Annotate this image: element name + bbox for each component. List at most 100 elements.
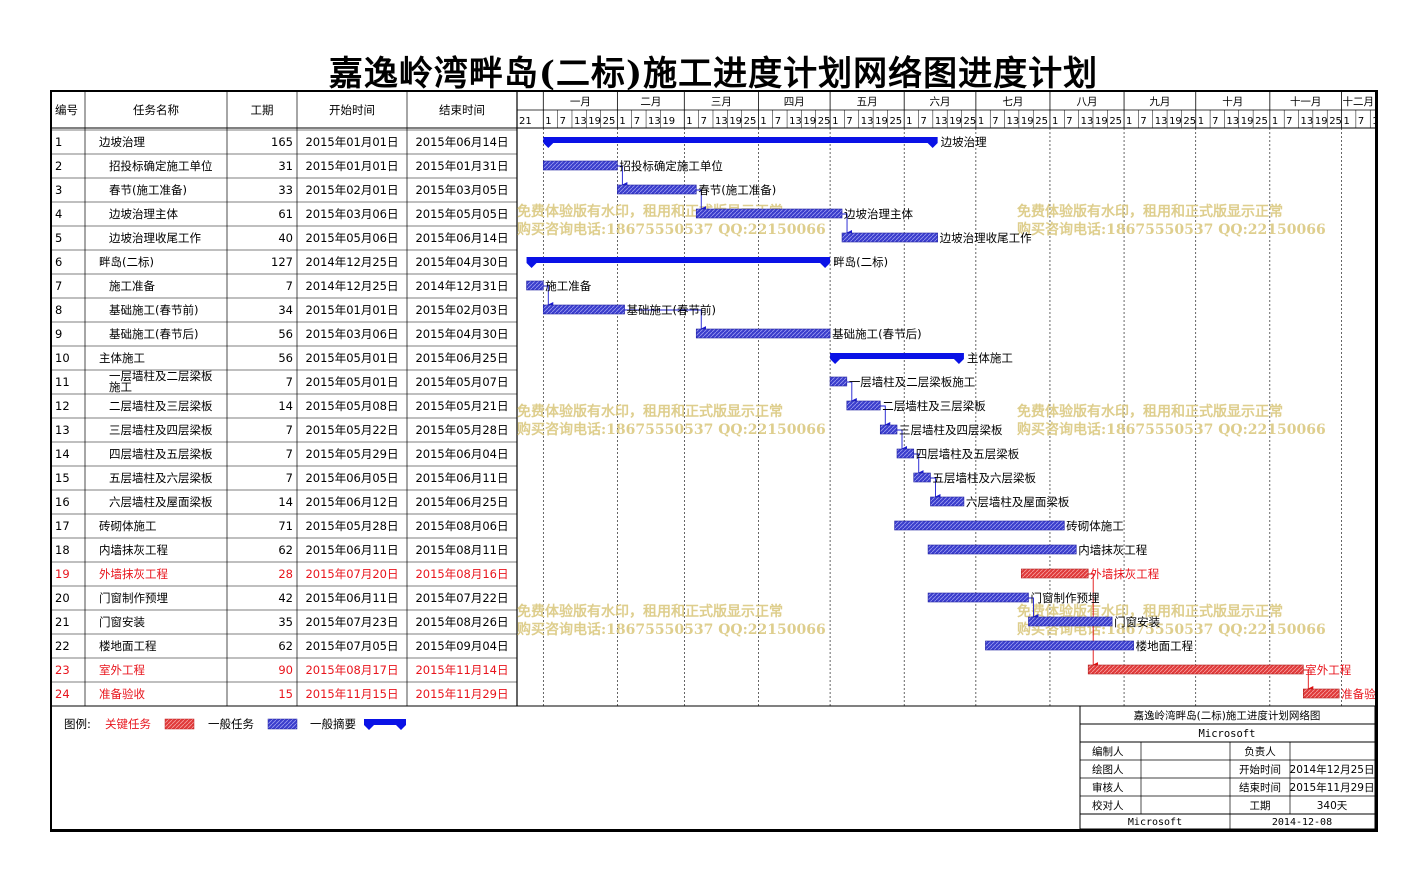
task-duration: 7	[286, 423, 293, 437]
month-label: 三月	[711, 96, 732, 108]
task-bar: 春节(施工准备)	[617, 183, 776, 197]
task-end: 2015年04月30日	[415, 327, 508, 341]
task-id: 18	[55, 543, 70, 557]
table-row: 14 四层墙柱及五层梁板 7 2015年05月29日 2015年06月04日	[55, 447, 509, 461]
table-row: 15 五层墙柱及六层梁板 7 2015年06月05日 2015年06月11日	[55, 471, 509, 485]
svg-text:开始时间: 开始时间	[1239, 763, 1281, 776]
task-bar: 施工准备	[526, 279, 592, 293]
task-name: 六层墙柱及屋面梁板	[109, 495, 213, 509]
critical-task-bar: 外墙抹灰工程	[1020, 567, 1160, 581]
task-start: 2014年12月25日	[305, 279, 398, 293]
task-start: 2014年12月25日	[305, 255, 398, 269]
task-duration: 15	[278, 687, 293, 701]
day-tick-label: 7	[1140, 116, 1146, 127]
task-name: 春节(施工准备)	[109, 183, 187, 197]
task-end: 2015年05月21日	[415, 399, 508, 413]
legend-summary-label: 一般摘要	[310, 717, 356, 731]
day-tick-label: 7	[921, 116, 927, 127]
day-tick-label: 13	[789, 116, 802, 127]
day-tick-label: 7	[1286, 116, 1292, 127]
day-tick-label: 19	[875, 116, 888, 127]
bar-label: 门窗安装	[1114, 615, 1160, 629]
task-start: 2015年03月06日	[305, 327, 398, 341]
task-bar: 门窗安装	[1028, 615, 1161, 629]
day-tick-label: 25	[1329, 116, 1342, 127]
task-bar: 砖砌体施工	[894, 519, 1124, 533]
task-start: 2015年08月17日	[305, 663, 398, 677]
task-bar: 四层墙柱及五层梁板	[896, 447, 1020, 461]
info-title: 嘉逸岭湾畔岛(二标)施工进度计划网络图	[1134, 709, 1321, 722]
svg-text:绘图人: 绘图人	[1092, 763, 1124, 776]
svg-text:校对人: 校对人	[1092, 799, 1124, 812]
legend: 图例: 关键任务 一般任务 一般摘要	[64, 717, 406, 731]
day-tick-label: 25	[1255, 116, 1268, 127]
watermark-text: 购买咨询电话:18675550537 QQ:22150066	[517, 221, 826, 238]
day-tick-label: 1	[906, 116, 912, 127]
bar-label: 招投标确定施工单位	[619, 159, 723, 173]
task-id: 11	[55, 375, 70, 389]
day-tick-label: 1	[545, 116, 551, 127]
task-bar: 门窗制作预埋	[927, 591, 1100, 605]
task-duration: 56	[278, 327, 293, 341]
day-tick-label: 13	[574, 116, 587, 127]
svg-text:2015年11月29日: 2015年11月29日	[1290, 781, 1375, 794]
month-label: 十二月	[1343, 95, 1375, 108]
task-start: 2015年06月12日	[305, 495, 398, 509]
task-name: 三层墙柱及四层梁板	[109, 423, 213, 437]
info-row: 审核人 结束时间 2015年11月29日	[1092, 781, 1374, 794]
task-duration: 56	[278, 351, 293, 365]
task-duration: 62	[278, 639, 293, 653]
task-duration: 7	[286, 471, 293, 485]
day-tick-label: 13	[861, 116, 874, 127]
task-bar: 五层墙柱及六层梁板	[913, 471, 1036, 485]
task-name: 主体施工	[99, 351, 145, 365]
svg-text:结束时间: 结束时间	[1239, 781, 1281, 794]
day-tick-label: 7	[1066, 116, 1072, 127]
dependency-link	[846, 381, 857, 404]
watermark-text: 免费体验版有水印，租用和正式版显示正常	[1017, 403, 1283, 420]
legend-critical-swatch	[164, 718, 195, 730]
task-start: 2015年01月01日	[305, 135, 398, 149]
dependency-link	[1303, 669, 1314, 692]
dependency-link	[1088, 573, 1099, 668]
task-name: 一层墙柱及二层梁板	[109, 369, 213, 383]
task-start: 2015年07月23日	[305, 615, 398, 629]
dependency-link	[617, 165, 628, 188]
task-id: 19	[55, 567, 70, 581]
watermark-layer: 免费体验版有水印，租用和正式版显示正常 购买咨询电话:18675550537 QQ…	[517, 203, 1326, 638]
bar-label: 二层墙柱及三层梁板	[882, 399, 986, 413]
day-tick-label: 19	[729, 116, 742, 127]
bar-label: 施工准备	[545, 279, 591, 293]
bar-label: 畔岛(二标)	[833, 255, 888, 269]
task-duration: 127	[271, 255, 293, 269]
table-row: 1 边坡治理 165 2015年01月01日 2015年06月14日	[55, 135, 509, 149]
day-tick-label: 7	[846, 116, 852, 127]
day-tick-label: 1	[1126, 116, 1132, 127]
day-tick-label: 7	[992, 116, 998, 127]
task-name: 门窗安装	[99, 615, 145, 629]
task-bar: 边坡治理主体	[695, 207, 914, 221]
day-tick-label: 1	[1198, 116, 1204, 127]
svg-text:负责人: 负责人	[1244, 745, 1276, 758]
watermark-text: 购买咨询电话:18675550537 QQ:22150066	[1017, 221, 1326, 238]
task-duration: 90	[278, 663, 293, 677]
bar-label: 楼地面工程	[1136, 639, 1194, 653]
day-tick-label: 19	[588, 116, 601, 127]
task-name: 基础施工(春节前)	[109, 303, 198, 317]
day-tick-label: 1	[686, 116, 692, 127]
bar-label: 内墙抹灰工程	[1078, 543, 1147, 557]
task-duration: 35	[278, 615, 293, 629]
task-name: 二层墙柱及三层梁板	[109, 399, 213, 413]
bar-label: 边坡治理	[941, 135, 987, 149]
dependency-link	[880, 405, 891, 428]
task-bar: 楼地面工程	[985, 639, 1194, 653]
task-name: 畔岛(二标)	[99, 255, 154, 269]
task-start: 2015年02月01日	[305, 183, 398, 197]
table-row: 17 砖砌体施工 71 2015年05月28日 2015年08月06日	[55, 519, 509, 533]
summary-bar: 主体施工	[830, 351, 1013, 365]
table-row: 9 基础施工(春节后) 56 2015年03月06日 2015年04月30日	[55, 327, 509, 341]
task-id: 14	[55, 447, 70, 461]
month-label: 二月	[640, 96, 661, 108]
svg-text:工期: 工期	[1250, 800, 1271, 812]
month-label: 十一月	[1290, 95, 1322, 108]
